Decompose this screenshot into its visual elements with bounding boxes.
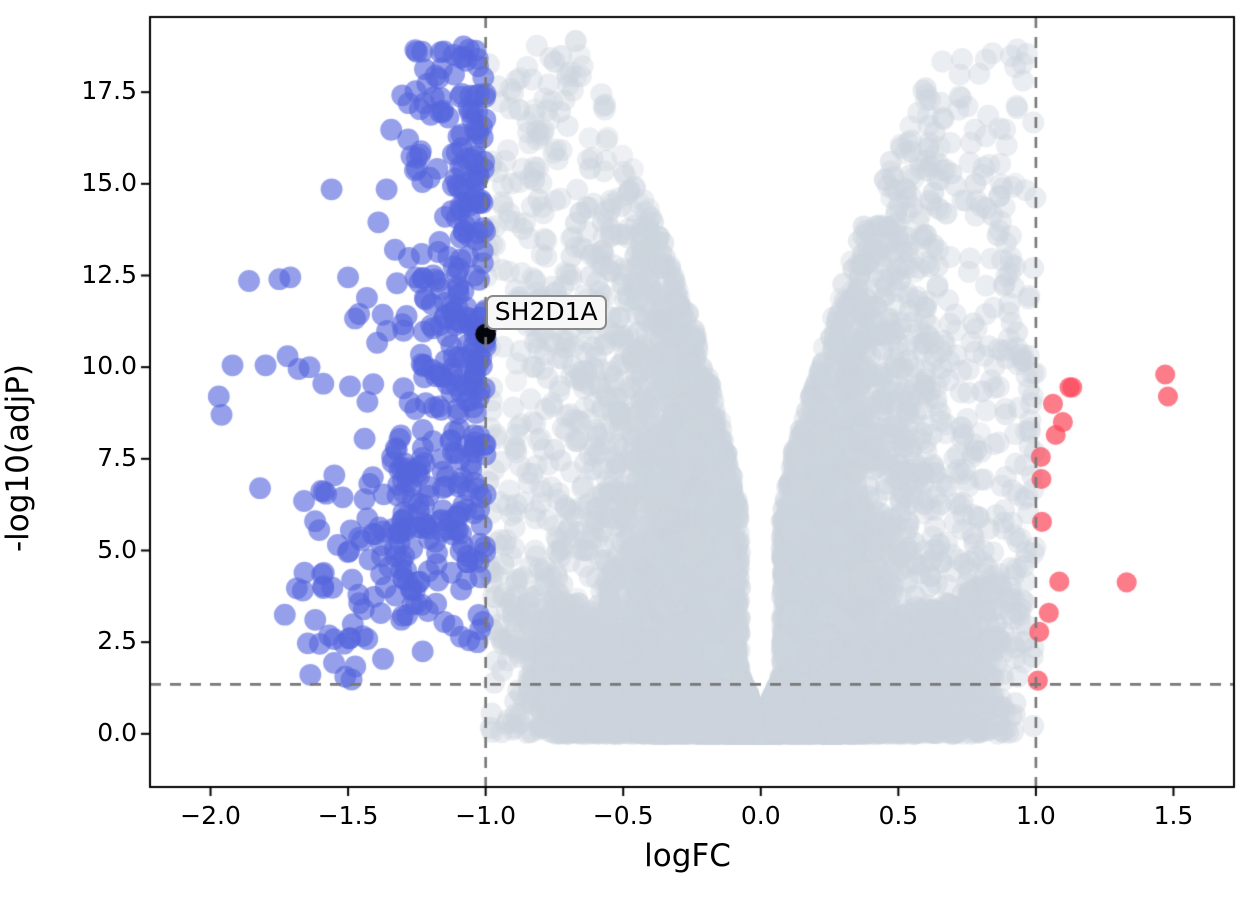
x-tick-label: 1.0 <box>1016 801 1056 830</box>
y-tick-label: 17.5 <box>81 76 137 106</box>
y-tick-label: 2.5 <box>97 626 137 656</box>
y-tick-label: 15.0 <box>81 167 137 197</box>
x-tick-label: −0.5 <box>592 801 654 830</box>
x-tick-label: −2.0 <box>180 801 241 830</box>
x-axis-title-text: logFC <box>644 838 731 874</box>
x-tick-label: −1.0 <box>455 801 516 830</box>
y-axis-title-text: -log10(adjP) <box>0 363 36 553</box>
y-tick-label: 0.0 <box>97 717 137 747</box>
y-tick-label: 12.5 <box>81 259 137 289</box>
x-tick-label: 1.5 <box>1153 801 1194 830</box>
y-tick-label: 7.5 <box>97 442 137 472</box>
x-axis-title: logFC <box>0 838 1255 874</box>
x-tick-label: 0.0 <box>740 801 781 830</box>
x-tick-label: −1.5 <box>317 801 379 830</box>
x-tick-label: 0.5 <box>878 801 919 830</box>
gene-label-sh2d1a[interactable]: SH2D1A <box>485 295 607 330</box>
y-tick-label: 10.0 <box>81 351 137 381</box>
y-tick-label: 5.0 <box>97 534 137 564</box>
y-axis-title: -log10(adjP) <box>0 0 36 906</box>
